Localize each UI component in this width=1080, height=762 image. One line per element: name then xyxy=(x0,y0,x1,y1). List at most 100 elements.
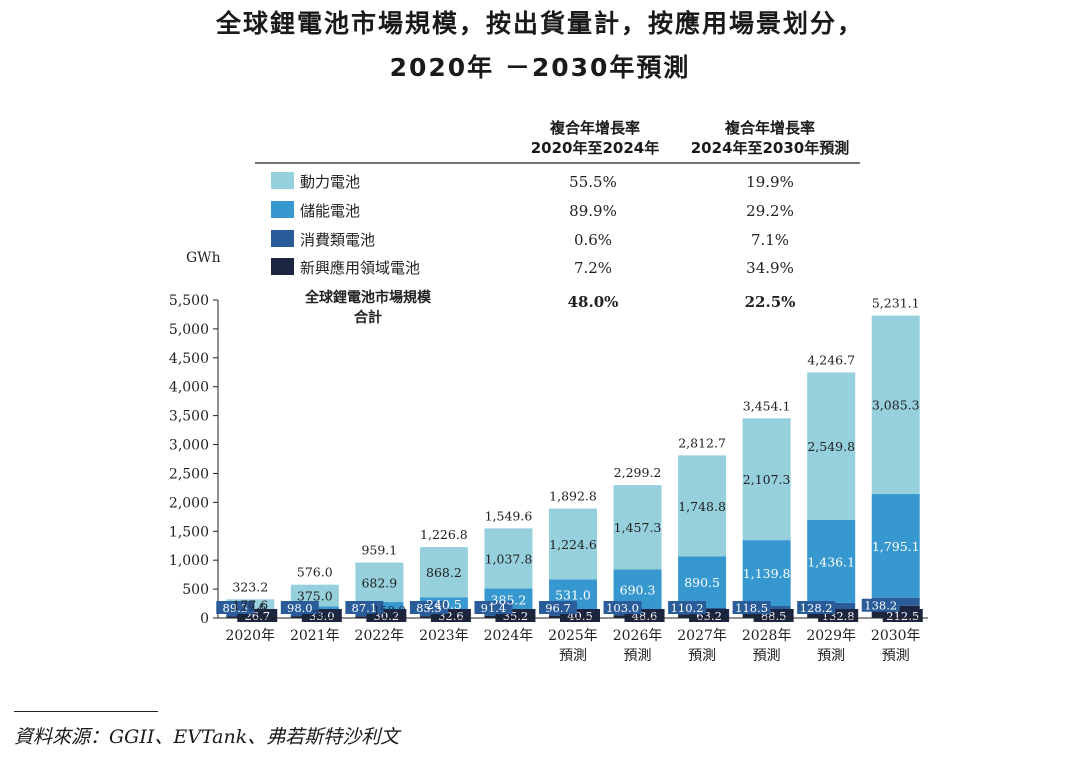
data-label-consumer: 103.0 xyxy=(606,601,639,615)
x-tick-label: 2027年 xyxy=(677,628,727,644)
data-label-power: 1,457.3 xyxy=(614,520,662,535)
legend-table: 動力電池 55.5% 19.9% 儲能電池 89.9% 29.2% 消費類電池 0.6% 7.1… xyxy=(271,172,795,326)
cagr-col2-header: 複合年增長率 2024年至2030年預測 xyxy=(680,118,860,158)
data-label-total: 4,246.7 xyxy=(807,352,855,367)
bar-segment xyxy=(678,455,727,557)
data-label-consumer: 85.5 xyxy=(416,601,442,615)
x-tick-label: 2024年 xyxy=(484,628,534,644)
data-label-power: 177.6 xyxy=(232,597,268,612)
x-tick-label: 2026年 xyxy=(613,628,663,644)
data-label-total: 3,454.1 xyxy=(743,398,791,413)
total-label: 合計 xyxy=(354,309,382,326)
data-label-consumer: 98.0 xyxy=(287,601,313,615)
data-label-power: 682.9 xyxy=(361,575,397,590)
cagr-2020-2024: 7.2% xyxy=(574,259,612,277)
data-label-power: 1,224.6 xyxy=(549,537,597,552)
data-label-storage: 890.5 xyxy=(684,575,720,590)
bar-segment xyxy=(678,556,727,608)
x-tick-label: 預測 xyxy=(817,648,845,664)
data-label-bg xyxy=(409,601,448,614)
data-label-storage: 240.5 xyxy=(426,597,462,612)
data-label-bg xyxy=(668,601,707,614)
data-label-bg xyxy=(216,601,255,614)
data-label-emerging: 212.5 xyxy=(886,609,919,623)
y-tick-label: 5,000 xyxy=(169,322,209,338)
source-divider xyxy=(14,711,158,712)
y-tick-label: 2,500 xyxy=(169,466,209,482)
data-label-power: 3,085.3 xyxy=(872,398,920,413)
data-label-power: 2,107.3 xyxy=(743,472,791,487)
legend-label: 動力電池 xyxy=(300,173,360,191)
data-label-power: 2,549.8 xyxy=(807,439,855,454)
data-label-consumer: 89.3 xyxy=(222,601,248,615)
y-tick-label: 3,500 xyxy=(169,409,209,425)
x-tick-label: 2028年 xyxy=(742,628,792,644)
y-tick-label: 2,000 xyxy=(169,495,209,511)
cagr-2020-2024: 0.6% xyxy=(574,231,612,249)
chart-title-line-1: 全球鋰電池市場規模，按出貨量計，按應用場景划分， xyxy=(215,9,864,38)
x-tick-label: 預測 xyxy=(559,648,587,664)
y-tick-label: 4,000 xyxy=(169,380,209,396)
data-label-total: 2,299.2 xyxy=(614,465,662,480)
data-label-storage: 1,795.1 xyxy=(872,539,920,554)
x-tick-label: 預測 xyxy=(882,648,910,664)
cagr-col2-header-line1: 複合年增長率 xyxy=(724,119,815,137)
legend-swatch xyxy=(271,258,294,275)
data-label-storage: 690.3 xyxy=(620,582,656,597)
x-tick-label: 預測 xyxy=(688,648,716,664)
data-label-bg xyxy=(603,601,642,614)
stacked-bar-chart: 動力電池 55.5% 19.9% 儲能電池 89.9% 29.2% 消費類電池 0.6% 7.1… xyxy=(169,162,928,664)
cagr-2024-2030: 29.2% xyxy=(746,202,794,220)
x-tick-label: 2030年 xyxy=(871,628,921,644)
y-axis: GWh 0 500 1,000 1,500 2,000 2,500 3,000 3,500 4,0… xyxy=(169,250,221,627)
data-label-storage: 1,139.8 xyxy=(743,566,791,581)
cagr-2020-2024: 55.5% xyxy=(569,173,617,191)
source-note: 資料來源：GGII、EVTank、弗若斯特沙利文 xyxy=(14,726,400,748)
bar-segment xyxy=(419,547,468,598)
bar-segment xyxy=(871,493,920,598)
legend-label: 儲能電池 xyxy=(300,202,360,220)
x-tick-label: 預測 xyxy=(753,648,781,664)
data-label-consumer: 110.2 xyxy=(671,601,704,615)
data-label-power: 375.0 xyxy=(297,589,333,604)
data-label-storage: 531.0 xyxy=(555,588,591,603)
total-cagr-2024-2030: 22.5% xyxy=(745,293,796,311)
data-label-consumer: 138.2 xyxy=(864,599,897,613)
cagr-2020-2024: 89.9% xyxy=(569,202,617,220)
legend-swatch xyxy=(271,172,294,189)
data-label-total: 1,549.6 xyxy=(485,508,533,523)
cagr-col1-header: 複合年增長率 2020年至2024年 xyxy=(525,118,665,158)
data-label-storage: 1,436.1 xyxy=(807,554,855,569)
data-label-bg xyxy=(280,601,319,614)
x-tick-label: 2020年 xyxy=(225,628,275,644)
cagr-2024-2030: 19.9% xyxy=(746,173,794,191)
legend-label: 新興應用領域電池 xyxy=(300,259,420,277)
bar-segment xyxy=(871,315,920,494)
data-label-bg xyxy=(539,601,577,614)
x-tick-label: 2023年 xyxy=(419,628,469,644)
data-label-bg xyxy=(797,601,836,614)
data-label-total: 576.0 xyxy=(297,565,333,580)
y-tick-label: 500 xyxy=(182,582,209,598)
x-tick-label: 2025年 xyxy=(548,628,598,644)
legend-swatch xyxy=(271,201,294,218)
cagr-col1-header-line1: 複合年增長率 xyxy=(549,119,640,137)
x-tick-label: 預測 xyxy=(624,648,652,664)
bar-segment xyxy=(290,584,339,607)
data-label-bg xyxy=(882,609,923,622)
data-label-storage: 29.6 xyxy=(240,600,266,614)
x-tick-label: 2022年 xyxy=(355,628,405,644)
data-label-power: 1,748.8 xyxy=(678,499,726,514)
x-tick-label: 2021年 xyxy=(290,628,340,644)
data-label-consumer: 128.2 xyxy=(800,601,833,615)
y-tick-label: 4,500 xyxy=(169,351,209,367)
bar-segment xyxy=(742,540,791,607)
data-label-consumer: 91.4 xyxy=(481,601,507,615)
cagr-col2-header-line2: 2024年至2030年預測 xyxy=(690,139,850,157)
data-label-total: 1,892.8 xyxy=(549,489,597,504)
data-label-storage: 385.2 xyxy=(491,593,527,608)
y-tick-label: 1,000 xyxy=(169,553,209,569)
data-label-bg xyxy=(474,601,513,614)
